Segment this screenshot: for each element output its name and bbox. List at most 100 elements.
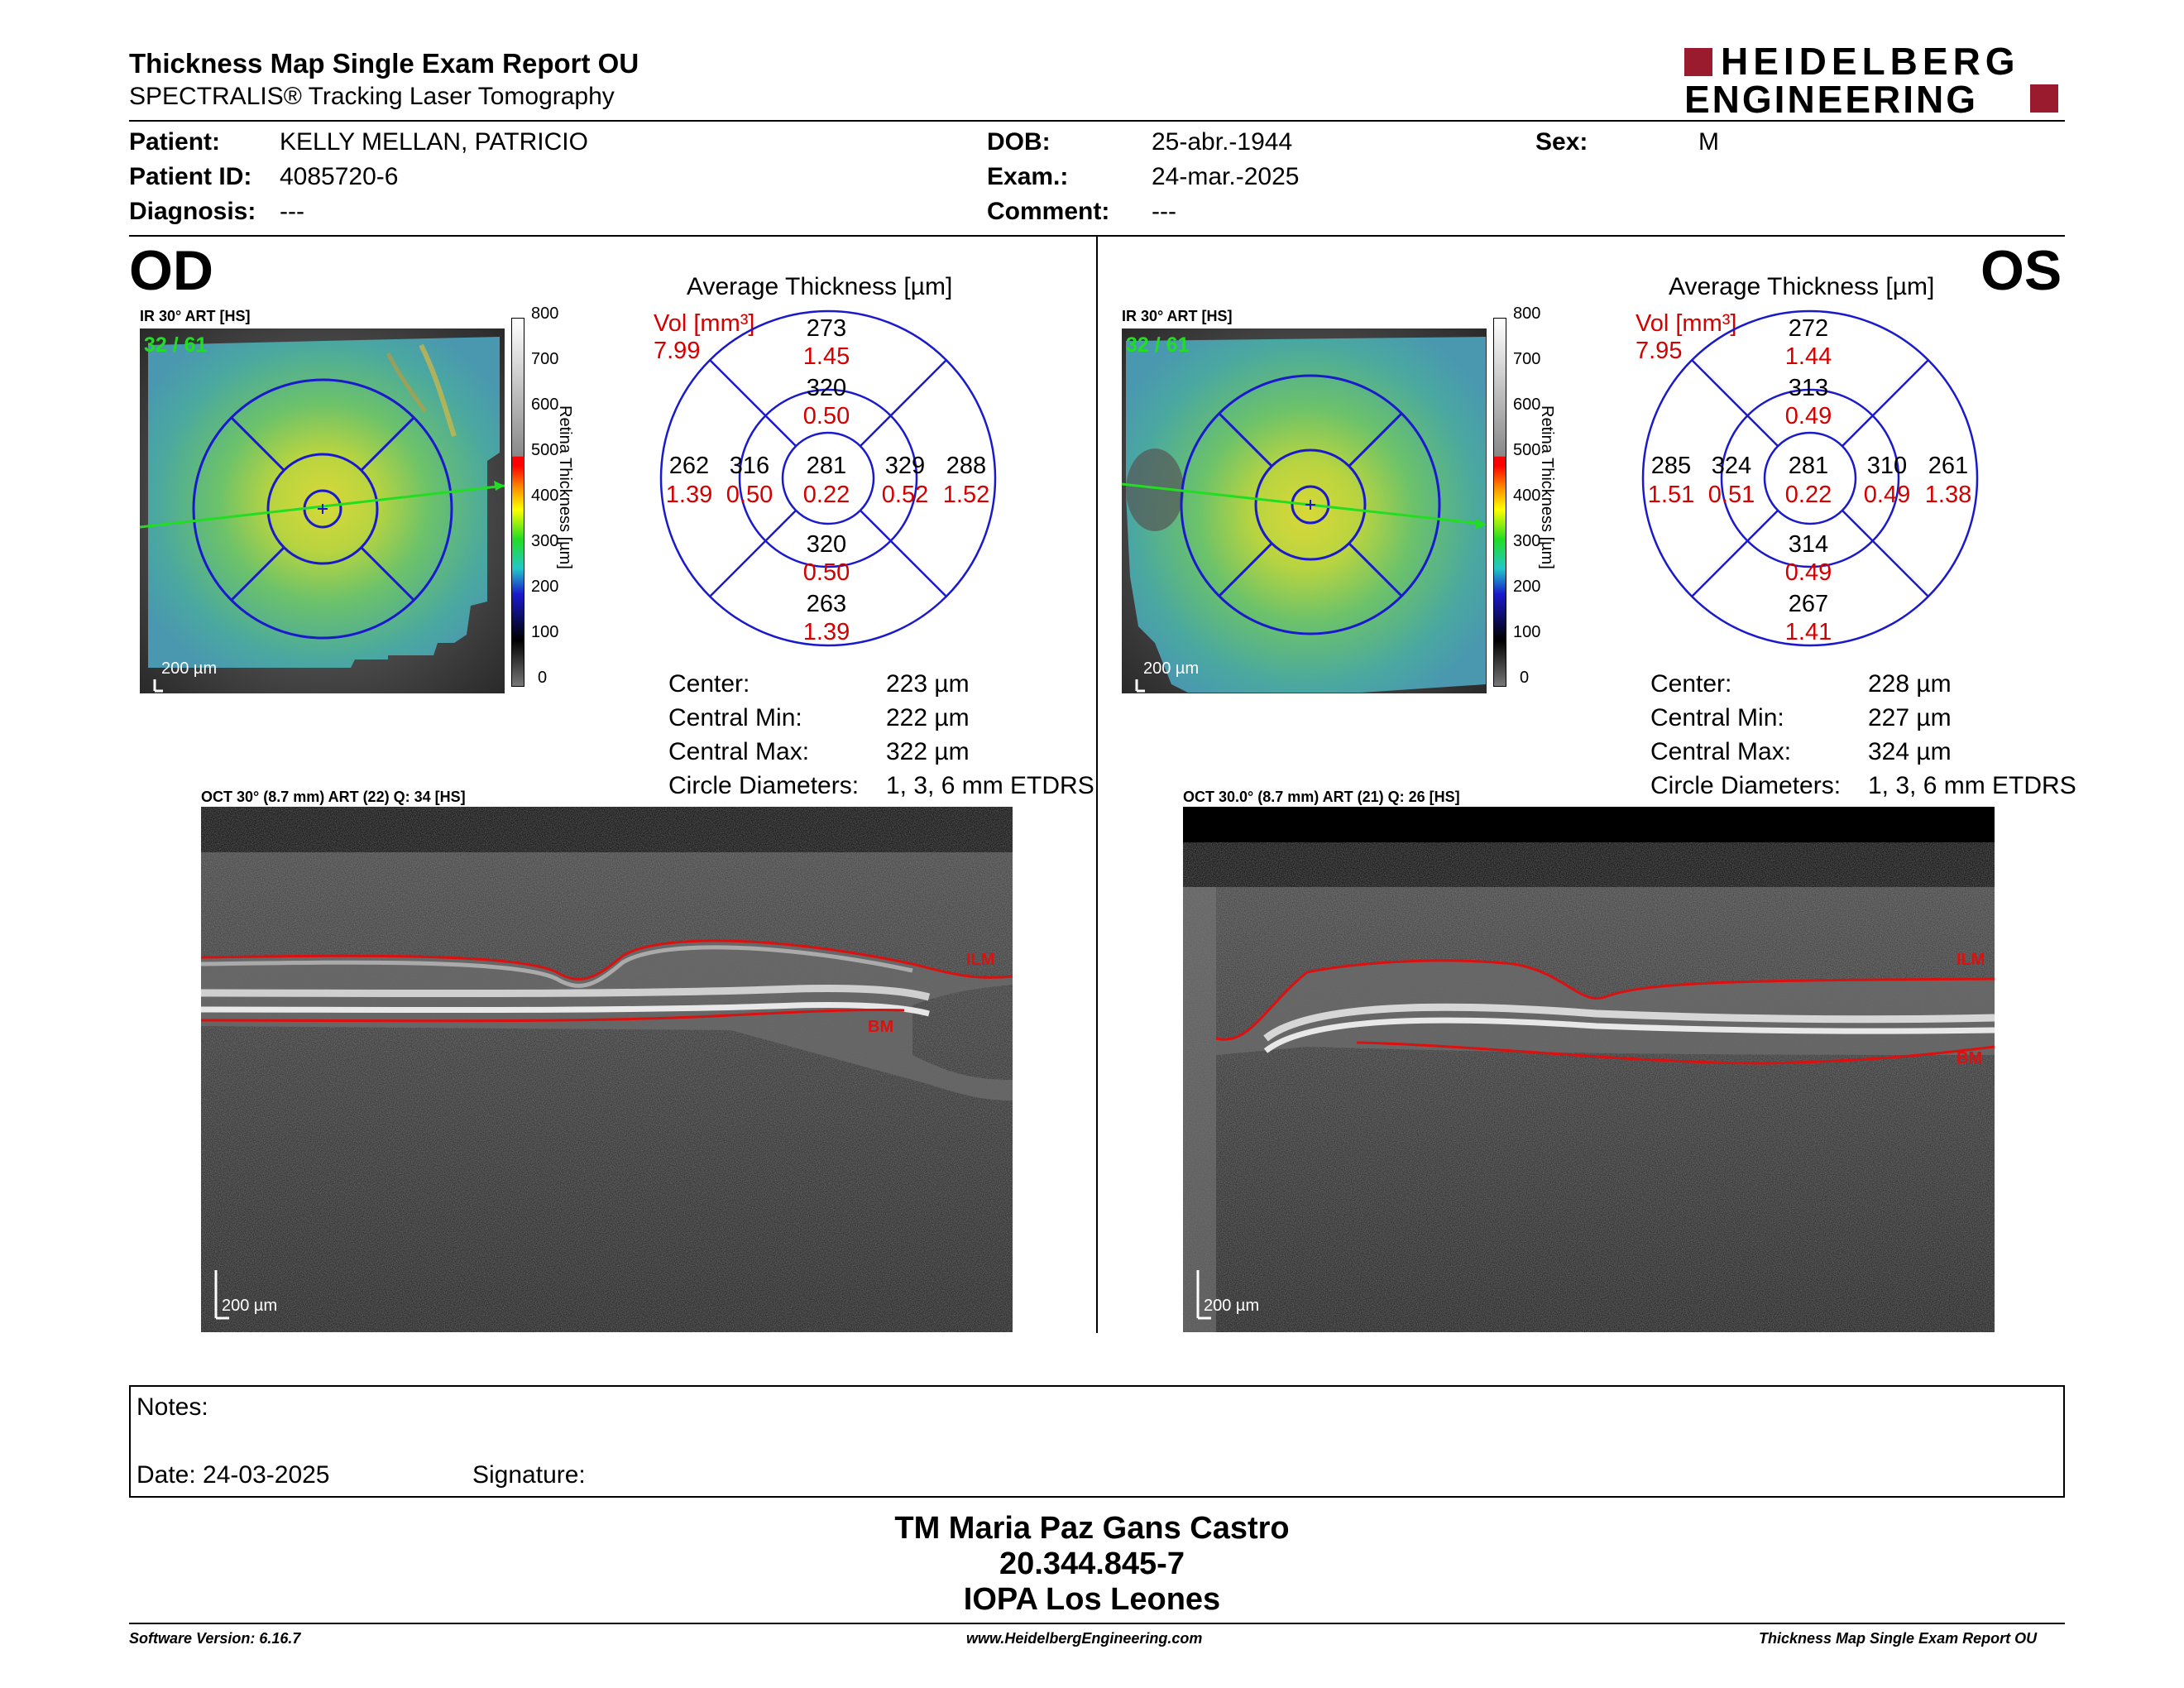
dob-label: DOB:: [987, 128, 1051, 156]
diagnosis-value: ---: [280, 198, 304, 225]
os-colorbar: [1493, 318, 1506, 687]
patient-label: Patient:: [129, 128, 221, 156]
footer-software-version: Software Version: 6.16.7: [129, 1630, 301, 1647]
dob-value: 25-abr.-1944: [1152, 128, 1293, 156]
od-min-value: 222 µm: [886, 704, 970, 731]
os-outer-bottom-vol: 1.41: [1785, 619, 1832, 645]
od-inner-left-vol: 0.50: [726, 482, 773, 508]
od-colorbar-ticks: 800 700 600 500 400 300 200 100 0: [531, 305, 559, 687]
os-oct-image: ILM BM 200 µm: [1183, 807, 1995, 1332]
notes-signature-label: Signature:: [472, 1461, 586, 1489]
heidelberg-logo: HEIDELBERG ENGINEERING: [1684, 40, 2065, 121]
od-oct-label: OCT 30° (8.7 mm) ART (22) Q: 34 [HS]: [201, 789, 466, 805]
od-inner-right-vol: 0.52: [882, 482, 928, 508]
od-outer-left: 262: [669, 453, 709, 479]
od-oct-scale: 200 µm: [222, 1297, 278, 1315]
os-oct-label: OCT 30.0° (8.7 mm) ART (21) Q: 26 [HS]: [1183, 789, 1460, 805]
od-avg-title: Average Thickness [µm]: [687, 273, 953, 300]
od-max-value: 322 µm: [886, 738, 970, 765]
os-outer-bottom: 267: [1789, 591, 1828, 617]
os-avg-title: Average Thickness [µm]: [1669, 273, 1935, 300]
od-outer-right-vol: 1.52: [943, 482, 989, 508]
od-inner-left: 316: [730, 453, 769, 479]
os-etdrs-grid: 272 1.44 313 0.49 285 1.51 324 0.51 281 …: [1640, 308, 1980, 649]
os-diam-value: 1, 3, 6 mm ETDRS: [1868, 772, 2076, 799]
patient-name: KELLY MELLAN, PATRICIO: [280, 128, 588, 156]
od-eye-label: OD: [129, 239, 213, 302]
od-center-value: 223 µm: [886, 670, 970, 698]
patient-id-value: 4085720-6: [280, 163, 399, 190]
os-max-label: Central Max:: [1650, 738, 1792, 765]
os-center-vol: 0.22: [1785, 482, 1832, 508]
od-oct-image: ILM BM 200 µm: [200, 807, 1013, 1332]
footer-report-name: Thickness Map Single Exam Report OU: [1759, 1630, 2038, 1647]
od-center: 281: [807, 453, 846, 479]
diagnosis-label: Diagnosis:: [129, 198, 256, 225]
od-diam-label: Circle Diameters:: [668, 772, 860, 799]
notes-label: Notes:: [136, 1393, 208, 1421]
os-inner-left: 324: [1712, 453, 1751, 479]
od-inner-right: 329: [885, 453, 925, 479]
report-title: Thickness Map Single Exam Report OU: [129, 48, 639, 79]
os-outer-left: 285: [1651, 453, 1691, 479]
os-min-label: Central Min:: [1650, 704, 1784, 731]
os-ir-label: IR 30° ART [HS]: [1122, 308, 1233, 324]
os-inner-left-vol: 0.51: [1708, 482, 1755, 508]
os-eye-label: OS: [1980, 239, 2062, 302]
os-scale-label: 200 µm: [1143, 659, 1200, 678]
os-vol-label: Vol [mm³]: [1636, 310, 1737, 337]
comment-value: ---: [1152, 198, 1176, 225]
signer-rut: 20.344.845-7: [999, 1547, 1185, 1581]
os-inner-bottom: 314: [1789, 531, 1828, 558]
signer-name: TM Maria Paz Gans Castro: [894, 1511, 1290, 1546]
exam-label: Exam.:: [987, 163, 1069, 190]
notes-box[interactable]: Notes: Date: 24-03-2025 Signature:: [129, 1385, 2065, 1498]
os-outer-top: 272: [1789, 315, 1828, 342]
os-inner-top-vol: 0.49: [1785, 403, 1832, 429]
eye-divider: [1096, 237, 1098, 1333]
od-inner-bottom: 320: [807, 531, 846, 558]
od-outer-left-vol: 1.39: [666, 482, 712, 508]
od-colorbar: [511, 318, 524, 687]
sex-label: Sex:: [1535, 128, 1588, 156]
os-max-value: 324 µm: [1868, 738, 1952, 765]
od-min-label: Central Min:: [668, 704, 802, 731]
exam-value: 24-mar.-2025: [1152, 163, 1300, 190]
od-etdrs-grid: 273 1.45 320 0.50 262 1.39 316 0.50 281 …: [658, 308, 999, 649]
od-outer-top-vol: 1.45: [803, 343, 850, 370]
od-ir-label: IR 30° ART [HS]: [140, 308, 251, 324]
od-outer-bottom-vol: 1.39: [803, 619, 850, 645]
report-subtitle: SPECTRALIS® Tracking Laser Tomography: [129, 83, 615, 110]
patient-id-label: Patient ID:: [129, 163, 252, 190]
od-outer-right: 288: [946, 453, 986, 479]
logo-text-top: HEIDELBERG: [1721, 40, 2020, 83]
os-inner-top: 313: [1789, 375, 1828, 401]
os-ilm-label: ILM: [1956, 951, 1985, 969]
od-ilm-label: ILM: [966, 951, 995, 969]
os-center: 281: [1789, 453, 1828, 479]
os-outer-right: 261: [1928, 453, 1968, 479]
os-center-label: Center:: [1650, 670, 1732, 698]
os-colorbar-title: Retina Thickness [µm]: [1538, 405, 1556, 569]
od-max-label: Central Max:: [668, 738, 810, 765]
od-inner-top: 320: [807, 375, 846, 401]
notes-date: Date: 24-03-2025: [136, 1461, 330, 1489]
os-frame-count: 32 / 61: [1126, 333, 1190, 357]
os-center-value: 228 µm: [1868, 670, 1952, 698]
od-diam-value: 1, 3, 6 mm ETDRS: [886, 772, 1094, 799]
os-outer-right-vol: 1.38: [1925, 482, 1971, 508]
od-fundus-image: 32 / 61 200 µm: [139, 328, 505, 693]
os-colorbar-ticks: 800 700 600 500 400 300 200 100 0: [1513, 305, 1541, 687]
os-min-value: 227 µm: [1868, 704, 1952, 731]
od-vol-label: Vol [mm³]: [654, 310, 755, 337]
logo-text-bottom: ENGINEERING: [1684, 78, 1979, 121]
signer-institution: IOPA Los Leones: [963, 1582, 1221, 1617]
sex-value: M: [1698, 128, 1719, 156]
os-diam-label: Circle Diameters:: [1650, 772, 1842, 799]
os-fundus-image: 32 / 61 200 µm: [1121, 328, 1487, 693]
od-vol-value: 7.99: [654, 338, 701, 364]
od-center-vol: 0.22: [803, 482, 850, 508]
os-inner-right: 310: [1867, 453, 1907, 479]
footer-website-link[interactable]: www.HeidelbergEngineering.com: [966, 1630, 1203, 1647]
os-bm-label: BM: [1956, 1049, 1983, 1067]
